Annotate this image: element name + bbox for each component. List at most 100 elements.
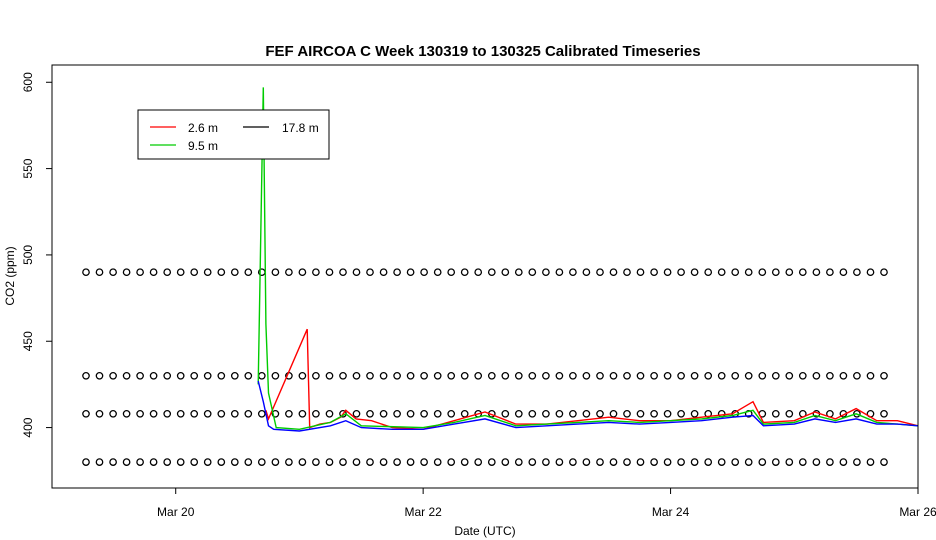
marker-point (109, 409, 117, 418)
marker-point (163, 268, 172, 277)
marker-point (379, 371, 388, 380)
marker-point (880, 268, 888, 277)
marker-point (149, 268, 158, 277)
marker-point (866, 458, 875, 466)
marker-point (839, 371, 848, 380)
marker-point (596, 409, 604, 418)
marker-point (758, 458, 767, 466)
marker-point (271, 409, 280, 418)
marker-point (420, 268, 428, 277)
marker-point (542, 409, 550, 418)
marker-point (163, 458, 172, 466)
marker-point (501, 371, 510, 380)
marker-point (731, 458, 740, 466)
marker-point (826, 268, 834, 277)
marker-point (542, 371, 550, 380)
marker-point (609, 371, 618, 380)
marker-point (217, 268, 226, 277)
marker-point (339, 371, 347, 380)
marker-point (298, 268, 307, 277)
marker-point (379, 268, 388, 277)
marker-point (569, 371, 577, 380)
marker-point (298, 458, 307, 466)
marker-point (717, 371, 726, 380)
marker-point (217, 409, 226, 418)
marker-point (312, 409, 320, 418)
marker-point (393, 458, 401, 466)
marker-point (298, 409, 307, 418)
marker-point (366, 268, 374, 277)
marker-point (163, 371, 172, 380)
marker-point (771, 371, 780, 380)
marker-point (339, 458, 347, 466)
marker-point (636, 268, 645, 277)
marker-point (501, 458, 510, 466)
marker-point (569, 409, 577, 418)
marker-point (474, 268, 483, 277)
marker-point (136, 268, 144, 277)
marker-point (109, 458, 117, 466)
marker-point (690, 409, 699, 418)
marker-point (569, 458, 577, 466)
marker-point (623, 458, 631, 466)
marker-point (690, 371, 699, 380)
marker-point (230, 458, 239, 466)
legend: 2.6 m 17.8 m 9.5 m (137, 109, 330, 160)
marker-point (582, 268, 591, 277)
marker-point (798, 268, 807, 277)
marker-point (501, 268, 510, 277)
y-axis: 400 450 500 550 600 (21, 72, 52, 438)
marker-point (677, 371, 685, 380)
marker-point (880, 371, 888, 380)
marker-point (190, 268, 199, 277)
marker-point (122, 268, 131, 277)
y-tick-label: 450 (21, 331, 35, 351)
marker-point (839, 268, 848, 277)
marker-point (136, 458, 144, 466)
marker-point (542, 268, 550, 277)
marker-layer (82, 268, 888, 466)
marker-point (812, 371, 821, 380)
marker-point (190, 371, 199, 380)
legend-label: 9.5 m (188, 139, 218, 153)
marker-point (663, 371, 672, 380)
x-tick-label: Mar 22 (404, 505, 442, 519)
marker-point (636, 371, 645, 380)
marker-point (230, 409, 239, 418)
marker-point (650, 371, 658, 380)
marker-point (271, 268, 280, 277)
marker-point (366, 458, 374, 466)
marker-point (271, 458, 280, 466)
marker-point (82, 409, 90, 418)
marker-point (514, 268, 523, 277)
marker-point (447, 268, 456, 277)
marker-point (257, 409, 266, 418)
marker-point (880, 409, 888, 418)
marker-point (623, 268, 631, 277)
marker-point (366, 409, 374, 418)
marker-point (853, 458, 861, 466)
marker-point (853, 371, 861, 380)
series-line-3 (257, 380, 919, 432)
marker-point (136, 371, 144, 380)
marker-point (325, 458, 334, 466)
marker-point (406, 371, 415, 380)
marker-point (853, 268, 861, 277)
marker-point (447, 409, 456, 418)
marker-point (460, 371, 469, 380)
marker-point (460, 458, 469, 466)
marker-point (623, 409, 631, 418)
marker-point (176, 458, 185, 466)
marker-point (325, 371, 334, 380)
marker-point (352, 458, 361, 466)
marker-point (704, 458, 713, 466)
marker-point (487, 371, 496, 380)
marker-point (312, 371, 320, 380)
marker-point (677, 268, 685, 277)
marker-point (609, 409, 618, 418)
marker-point (406, 409, 415, 418)
marker-point (731, 268, 740, 277)
marker-point (230, 268, 239, 277)
marker-point (785, 371, 794, 380)
